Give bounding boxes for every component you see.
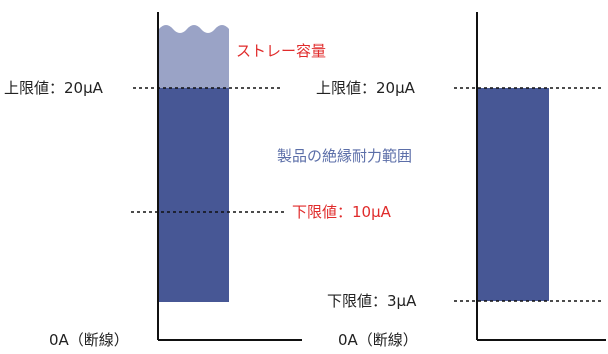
right-insulation-bar (478, 88, 549, 301)
left-upper-limit-label: 上限値：20μA (4, 79, 103, 97)
right-zero-label: 0A（断線） (338, 331, 418, 349)
insulation-range-label: 製品の絶縁耐力範囲 (277, 147, 413, 165)
left-zero-label: 0A（断線） (49, 331, 129, 349)
left-lower-limit-label: 下限値：10μA (292, 203, 391, 221)
right-lower-limit-label: 下限値：3μA (327, 292, 417, 310)
left-insulation-bar (159, 88, 229, 302)
right-upper-limit-label: 上限値：20μA (316, 79, 415, 97)
left-stray-capacity-band (159, 25, 229, 88)
stray-capacity-label: ストレー容量 (236, 42, 327, 60)
